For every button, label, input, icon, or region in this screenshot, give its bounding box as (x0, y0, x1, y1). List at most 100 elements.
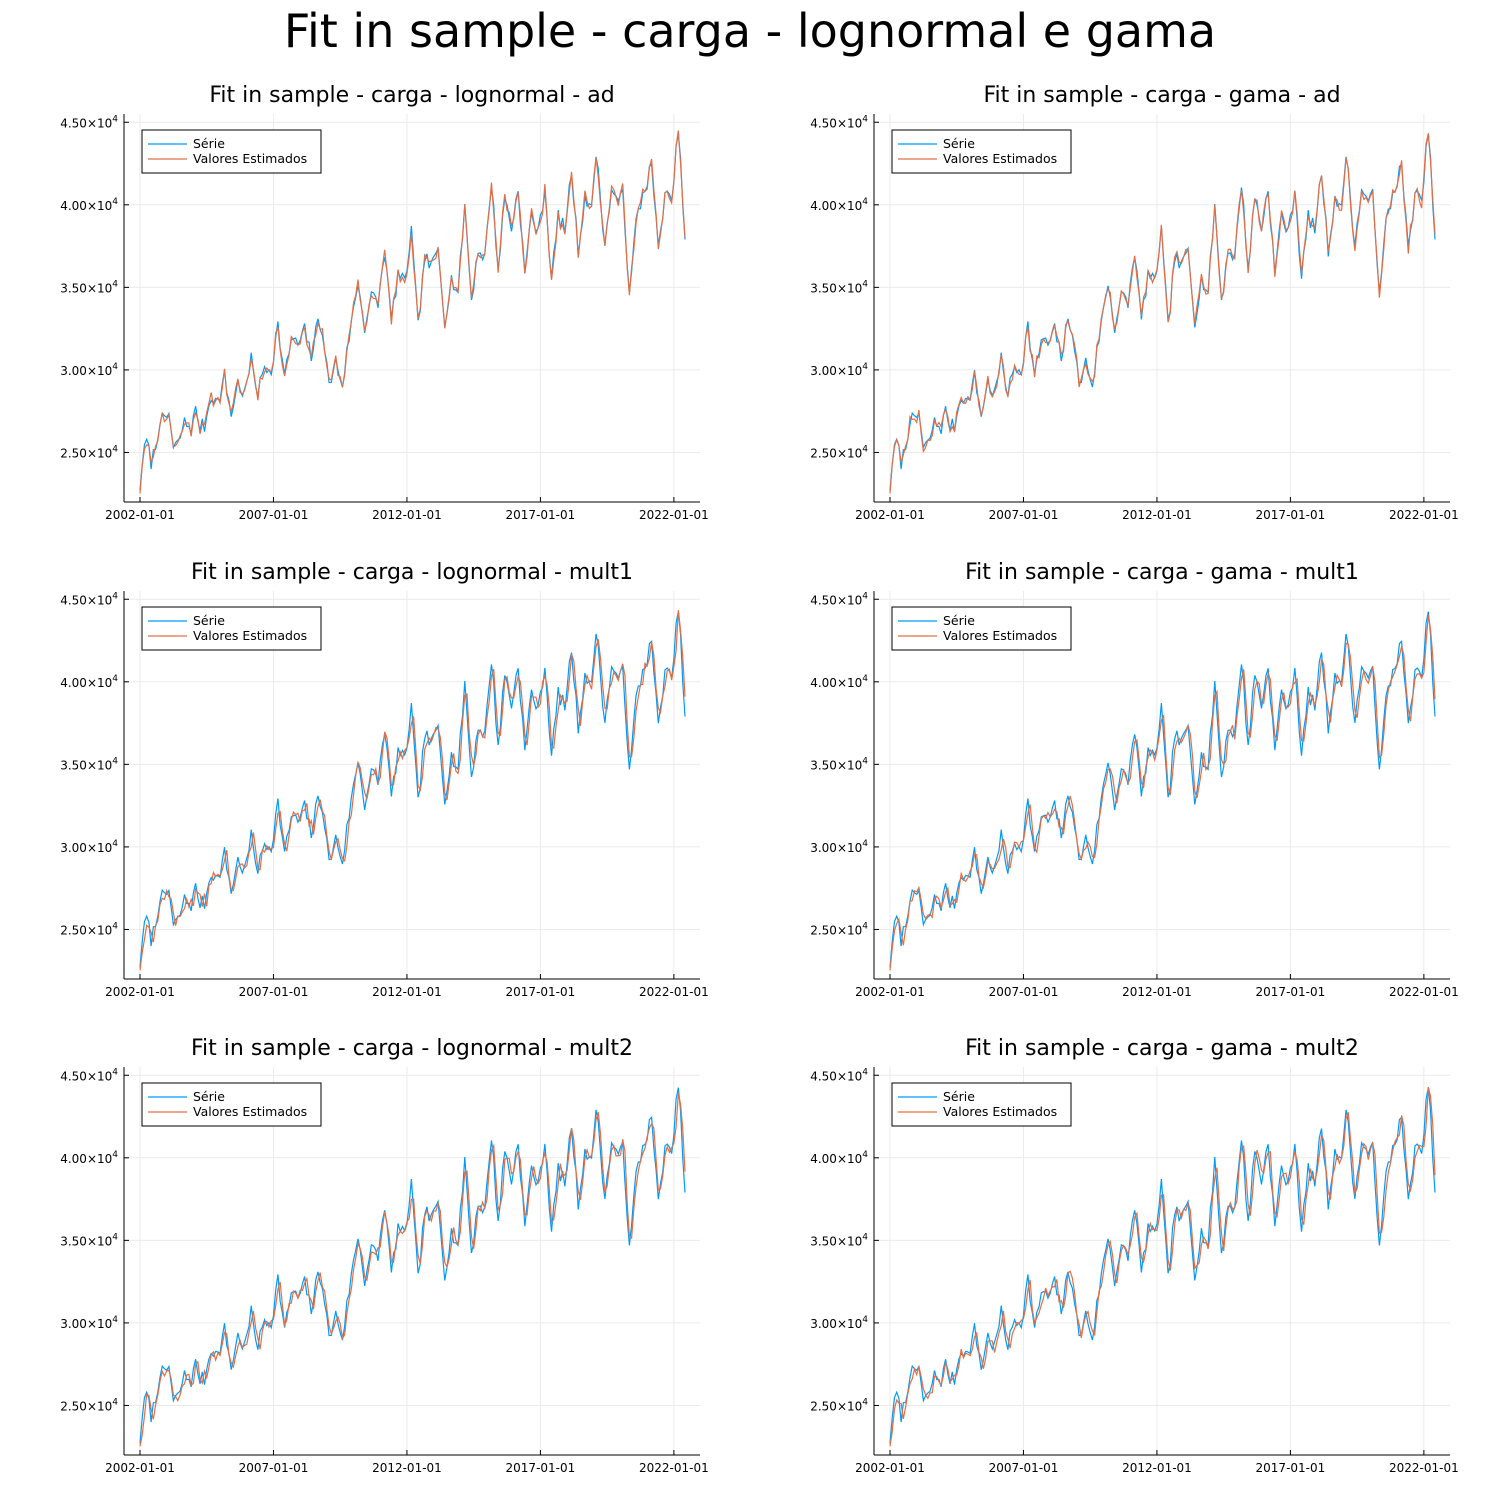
legend-label: Série (193, 136, 225, 151)
x-tick-label: 2017-01-01 (1256, 508, 1326, 522)
y-tick-label: 3.00×104 (810, 1315, 868, 1331)
x-tick-label: 2022-01-01 (1389, 985, 1459, 999)
legend-label: Valores Estimados (193, 1104, 307, 1119)
x-tick-label: 2012-01-01 (1122, 1461, 1192, 1475)
legend-box (141, 1082, 322, 1127)
y-tick-label: 2.50×104 (810, 1397, 868, 1413)
chart-panel-lognormal-ad: Fit in sample - carga - lognormal - ad 20… (60, 83, 709, 522)
x-tick-label: 2022-01-01 (639, 985, 709, 999)
series-line-serie (139, 611, 686, 968)
x-tick-label: 2012-01-01 (372, 508, 442, 522)
chart-title: Fit in sample - carga - gama - ad (983, 83, 1340, 108)
legend-box (891, 129, 1072, 174)
x-tick-label: 2007-01-01 (239, 508, 309, 522)
y-tick-label: 2.50×104 (810, 444, 868, 460)
x-tick-label: 2002-01-01 (855, 1461, 925, 1475)
chart-title: Fit in sample - carga - lognormal - ad (209, 83, 614, 108)
series-line-valores-estimados (139, 610, 686, 971)
x-tick-label: 2007-01-01 (989, 508, 1059, 522)
x-tick-label: 2002-01-01 (105, 985, 175, 999)
legend-label: Valores Estimados (943, 1104, 1057, 1119)
x-tick-label: 2022-01-01 (639, 1461, 709, 1475)
y-tick-label: 4.50×104 (810, 591, 868, 607)
chart-title: Fit in sample - carga - gama - mult2 (965, 1036, 1359, 1061)
y-tick-label: 3.00×104 (60, 839, 118, 855)
legend-box (891, 606, 1072, 651)
x-tick-label: 2002-01-01 (105, 508, 175, 522)
y-tick-label: 4.00×104 (810, 1150, 868, 1166)
x-tick-label: 2012-01-01 (1122, 508, 1192, 522)
y-tick-label: 4.50×104 (60, 1067, 118, 1083)
x-tick-label: 2007-01-01 (989, 985, 1059, 999)
figure-title: Fit in sample - carga - lognormal e gama (283, 4, 1217, 58)
y-tick-label: 4.50×104 (810, 114, 868, 130)
chart-title: Fit in sample - carga - gama - mult1 (965, 560, 1359, 585)
series-line-serie (889, 134, 1436, 491)
chart-panel-lognormal-mult1: Fit in sample - carga - lognormal - mult… (60, 560, 709, 999)
legend-label: Série (193, 613, 225, 628)
x-tick-label: 2007-01-01 (239, 985, 309, 999)
legend-label: Série (943, 613, 975, 628)
x-tick-label: 2017-01-01 (506, 508, 576, 522)
x-tick-label: 2007-01-01 (989, 1461, 1059, 1475)
y-tick-label: 2.50×104 (60, 444, 118, 460)
y-tick-label: 3.00×104 (60, 1315, 118, 1331)
series-line-valores-estimados (139, 130, 686, 494)
x-tick-label: 2022-01-01 (1389, 508, 1459, 522)
y-tick-label: 3.50×104 (810, 1232, 868, 1248)
y-tick-label: 4.00×104 (60, 1150, 118, 1166)
legend-label: Valores Estimados (193, 151, 307, 166)
y-tick-label: 3.50×104 (810, 756, 868, 772)
x-tick-label: 2007-01-01 (239, 1461, 309, 1475)
chart-title: Fit in sample - carga - lognormal - mult… (191, 1036, 633, 1061)
y-tick-label: 2.50×104 (810, 921, 868, 937)
y-tick-label: 3.00×104 (810, 362, 868, 378)
chart-panel-gama-mult2: Fit in sample - carga - gama - mult2 2002… (810, 1036, 1459, 1475)
legend-label: Valores Estimados (943, 151, 1057, 166)
x-tick-label: 2017-01-01 (1256, 985, 1326, 999)
y-tick-label: 2.50×104 (60, 1397, 118, 1413)
y-tick-label: 3.50×104 (810, 279, 868, 295)
legend-label: Série (943, 136, 975, 151)
y-tick-label: 4.00×104 (60, 197, 118, 213)
legend-box (141, 606, 322, 651)
y-tick-label: 3.50×104 (60, 1232, 118, 1248)
y-tick-label: 3.50×104 (60, 279, 118, 295)
legend-label: Valores Estimados (943, 628, 1057, 643)
legend-label: Valores Estimados (193, 628, 307, 643)
legend-box (891, 1082, 1072, 1127)
legend-label: Série (943, 1089, 975, 1104)
x-tick-label: 2012-01-01 (1122, 985, 1192, 999)
x-tick-label: 2012-01-01 (372, 1461, 442, 1475)
y-tick-label: 4.50×104 (810, 1067, 868, 1083)
series-line-serie (889, 1087, 1436, 1444)
y-tick-label: 4.50×104 (60, 591, 118, 607)
chart-panel-gama-mult1: Fit in sample - carga - gama - mult1 2002… (810, 560, 1459, 999)
y-tick-label: 3.00×104 (810, 839, 868, 855)
series-line-valores-estimados (139, 1093, 686, 1447)
x-tick-label: 2002-01-01 (855, 508, 925, 522)
x-tick-label: 2002-01-01 (855, 985, 925, 999)
x-tick-label: 2012-01-01 (372, 985, 442, 999)
series-line-valores-estimados (889, 133, 1436, 494)
series-line-serie (139, 134, 686, 491)
y-tick-label: 2.50×104 (60, 921, 118, 937)
y-tick-label: 4.50×104 (60, 114, 118, 130)
series-line-serie (889, 611, 1436, 968)
y-tick-label: 4.00×104 (810, 674, 868, 690)
y-tick-label: 4.00×104 (810, 197, 868, 213)
x-tick-label: 2017-01-01 (1256, 1461, 1326, 1475)
y-tick-label: 3.00×104 (60, 362, 118, 378)
x-tick-label: 2022-01-01 (1389, 1461, 1459, 1475)
series-line-serie (139, 1087, 686, 1444)
chart-panel-gama-ad: Fit in sample - carga - gama - ad 2002-01… (810, 83, 1459, 522)
x-tick-label: 2022-01-01 (639, 508, 709, 522)
legend-box (141, 129, 322, 174)
y-tick-label: 3.50×104 (60, 756, 118, 772)
series-line-valores-estimados (889, 1087, 1436, 1447)
series-line-valores-estimados (889, 614, 1436, 971)
x-tick-label: 2002-01-01 (105, 1461, 175, 1475)
chart-panel-lognormal-mult2: Fit in sample - carga - lognormal - mult… (60, 1036, 709, 1475)
legend-label: Série (193, 1089, 225, 1104)
